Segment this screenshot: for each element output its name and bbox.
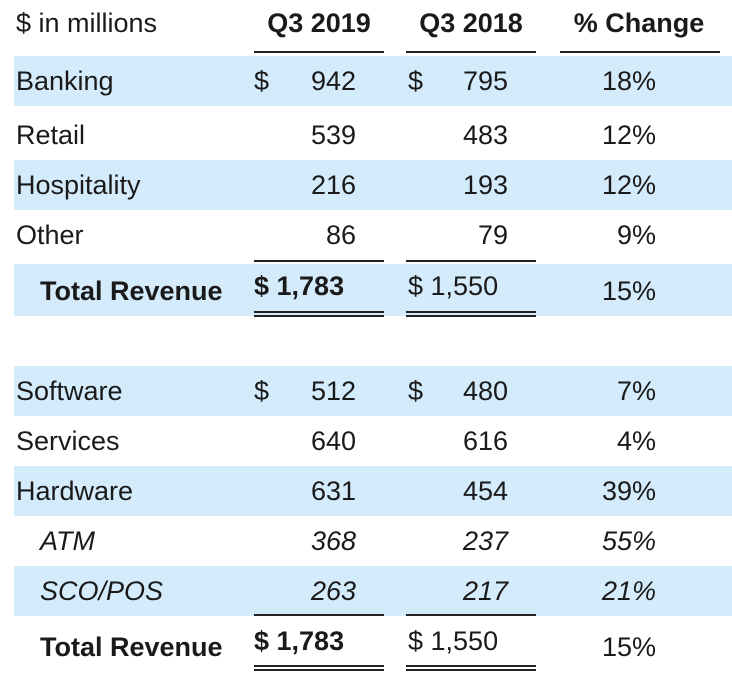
row-label: ATM: [40, 526, 95, 556]
value-pct-change: 39%: [601, 476, 656, 506]
total-value-q3-2019: $ 1,783: [254, 271, 345, 301]
row-label: Software: [16, 376, 123, 406]
value-q3-2019: 263: [310, 576, 356, 606]
table-row-services: Services 640 616 4%: [14, 416, 732, 466]
value-q3-2019: 512: [310, 376, 356, 406]
dollar-sign: $: [408, 66, 424, 96]
value-q3-2019: 216: [310, 170, 356, 200]
row-label: Hardware: [16, 476, 134, 506]
table-row-banking: Banking $ 942 $ 795 18%: [14, 56, 732, 106]
value-q3-2018: 480: [462, 376, 508, 406]
row-label: Other: [16, 220, 84, 250]
total-double-rule-q3-2019: [254, 311, 384, 317]
table-row-hardware: Hardware 631 454 39%: [14, 466, 732, 516]
value-pct-change: 12%: [601, 120, 656, 150]
row-label: Retail: [16, 120, 86, 150]
value-q3-2019: 631: [310, 476, 356, 506]
header-underline-pct-change: [560, 51, 720, 53]
value-pct-change: 9%: [616, 220, 656, 250]
row-label: SCO/POS: [40, 576, 164, 606]
subtotal-rule-q3-2019: [254, 260, 384, 262]
value-q3-2018: 217: [462, 576, 508, 606]
unit-label: $ in millions: [16, 8, 158, 38]
value-q3-2019: 539: [310, 120, 356, 150]
value-q3-2018: 454: [462, 476, 508, 506]
row-label: Services: [16, 426, 120, 456]
table-row-total-revenue: Total Revenue $ 1,783 $ 1,550 15%: [14, 264, 732, 316]
total-double-rule-q3-2019: [254, 665, 384, 671]
table-row-atm: ATM 368 237 55%: [14, 516, 732, 566]
value-pct-change: 4%: [616, 426, 656, 456]
column-header-q3-2019: Q3 2019: [267, 8, 371, 38]
total-double-rule-q3-2018: [406, 665, 536, 671]
value-pct-change: 55%: [601, 526, 656, 556]
value-q3-2018: 193: [462, 170, 508, 200]
value-q3-2019: 942: [310, 66, 356, 96]
column-header-pct-change: % Change: [573, 8, 705, 38]
value-q3-2018: 237: [462, 526, 508, 556]
value-q3-2018: 483: [462, 120, 508, 150]
table-row-hospitality: Hospitality 216 193 12%: [14, 160, 732, 210]
total-label: Total Revenue: [40, 632, 223, 662]
value-q3-2018: 616: [462, 426, 508, 456]
row-label: Hospitality: [16, 170, 141, 200]
header-underline-q3-2018: [406, 51, 536, 53]
table-row-software: Software $ 512 $ 480 7%: [14, 366, 732, 416]
total-value-q3-2019: $ 1,783: [254, 626, 345, 656]
value-q3-2018: 795: [462, 66, 508, 96]
table-row-retail: Retail 539 483 12%: [14, 110, 732, 160]
table-row-sco-pos: SCO/POS 263 217 21%: [14, 566, 732, 616]
total-double-rule-q3-2018: [406, 311, 536, 317]
value-q3-2018: 79: [477, 220, 508, 250]
value-q3-2019: 368: [310, 526, 356, 556]
value-pct-change: 7%: [616, 376, 656, 406]
subtotal-rule-q3-2018: [406, 260, 536, 262]
value-pct-change: 12%: [601, 170, 656, 200]
dollar-sign: $: [254, 66, 270, 96]
row-label: Banking: [16, 66, 114, 96]
table-row-other: Other 86 79 9%: [14, 210, 732, 260]
dollar-sign: $: [408, 376, 424, 406]
value-pct-change: 18%: [601, 66, 656, 96]
table-row-total-revenue: Total Revenue $ 1,783 $ 1,550 15%: [14, 620, 732, 670]
value-q3-2019: 640: [310, 426, 356, 456]
total-value-q3-2018: $ 1,550: [408, 271, 499, 301]
subtotal-rule-q3-2019: [254, 614, 384, 616]
header-underline-q3-2019: [254, 51, 384, 53]
dollar-sign: $: [254, 376, 270, 406]
value-pct-change: 21%: [601, 576, 656, 606]
subtotal-rule-q3-2018: [406, 614, 536, 616]
total-pct-change: 15%: [601, 632, 656, 662]
total-value-q3-2018: $ 1,550: [408, 626, 499, 656]
column-header-q3-2018: Q3 2018: [419, 8, 523, 38]
value-q3-2019: 86: [325, 220, 356, 250]
total-pct-change: 15%: [601, 276, 656, 306]
total-label: Total Revenue: [40, 276, 223, 306]
